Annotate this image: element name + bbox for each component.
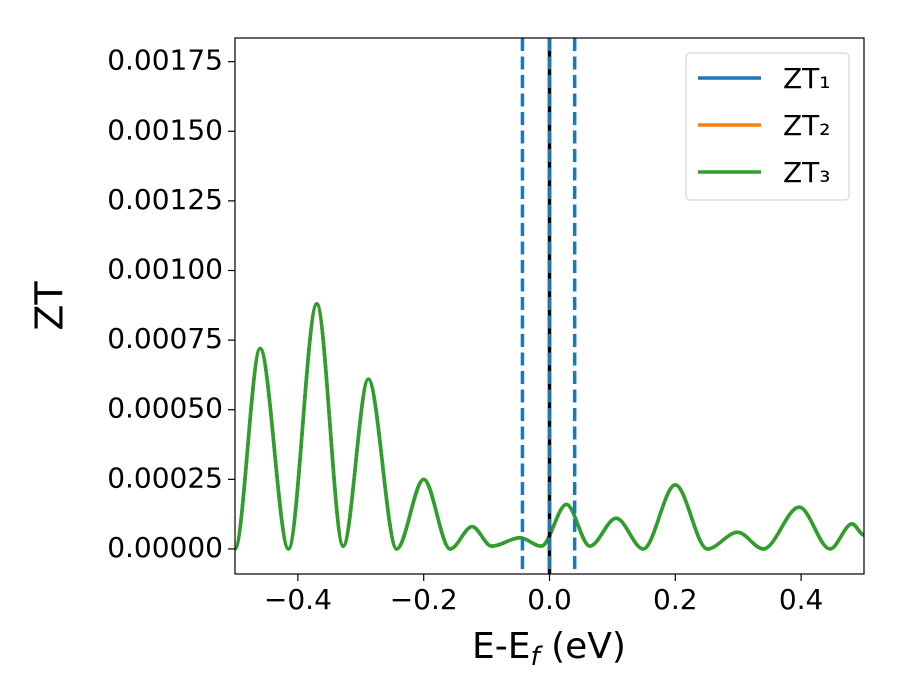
x-axis-label-main: E-E (472, 626, 530, 667)
x-tick-label: 0.2 (653, 583, 698, 616)
x-tick-label: −0.2 (390, 583, 458, 616)
y-axis-label: ZT (28, 281, 72, 331)
x-axis-label-unit: (eV) (540, 626, 626, 667)
x-axis-label: E-Ef (eV) (472, 626, 626, 672)
y-tick-label: 0.00175 (107, 44, 223, 77)
x-tick-label: 0.4 (779, 583, 824, 616)
y-tick-label: 0.00075 (107, 322, 223, 355)
line-series (235, 302, 864, 551)
legend-label: ZT₃ (783, 156, 831, 189)
legend-label: ZT₁ (783, 62, 831, 95)
y-tick-label: 0.00100 (107, 252, 223, 285)
legend-box (685, 52, 850, 201)
legend-label: ZT₂ (783, 109, 831, 142)
y-tick-label: 0.00000 (107, 531, 223, 564)
x-tick-label: 0.0 (527, 583, 572, 616)
x-tick-label: −0.4 (264, 583, 332, 616)
plot-frame (234, 37, 865, 575)
y-tick-label: 0.00025 (107, 461, 223, 494)
y-tick-label: 0.00150 (107, 113, 223, 146)
y-tick-label: 0.00125 (107, 183, 223, 216)
y-tick-label: 0.00050 (107, 392, 223, 425)
